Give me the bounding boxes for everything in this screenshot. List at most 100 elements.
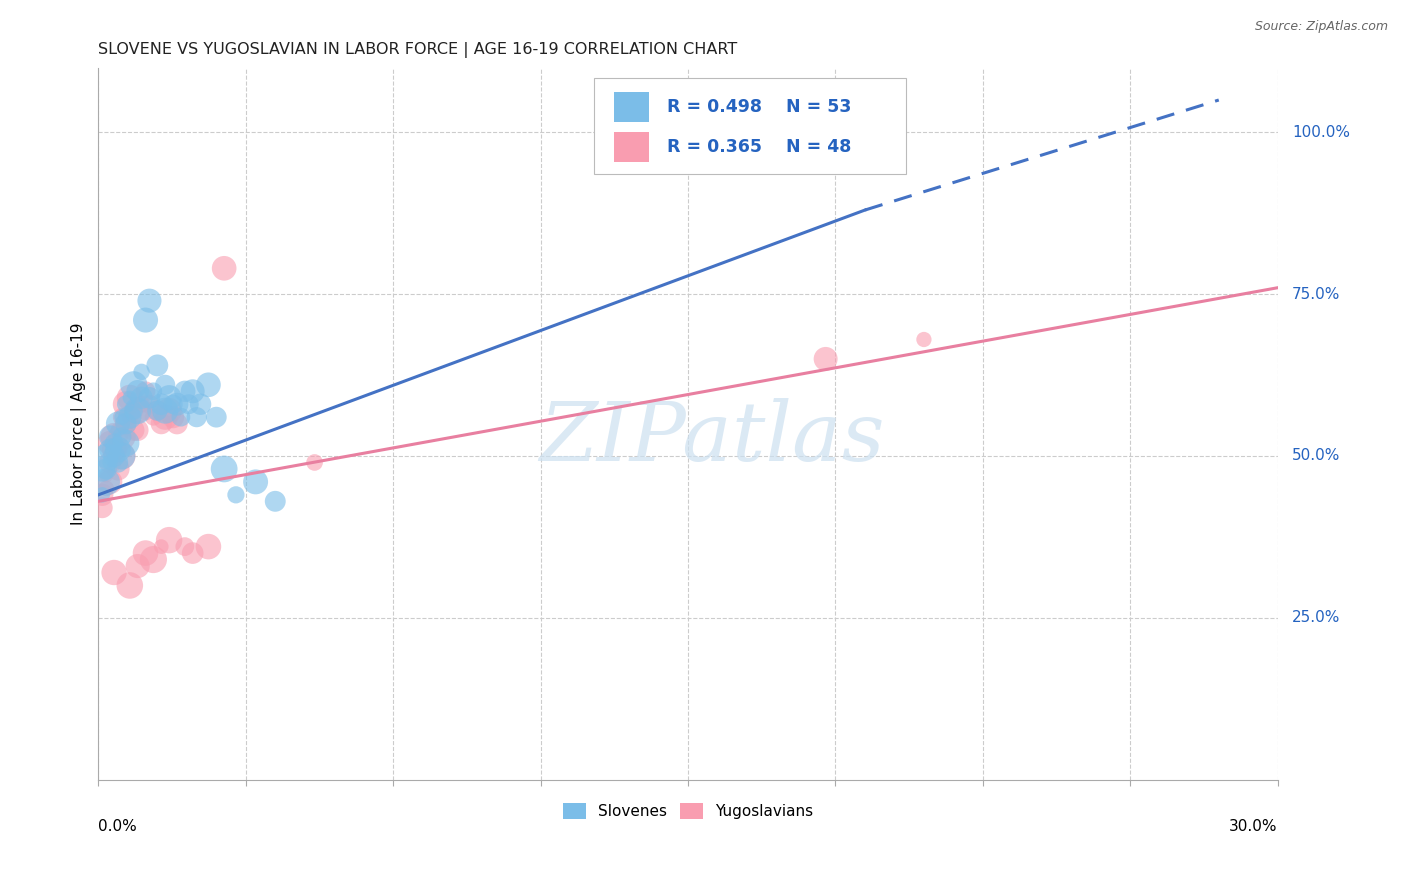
Point [118,578,141,592]
Point [138,391,160,405]
Point [107,423,129,437]
Point [150,540,173,554]
Point [98,455,121,469]
Point [103,442,125,457]
Point [122,403,145,417]
Point [131,397,153,411]
Point [103,436,125,450]
Point [212,462,235,476]
Point [115,417,138,431]
Point [131,391,153,405]
Point [103,429,125,443]
Point [150,417,173,431]
Point [142,410,165,425]
Point [131,365,153,379]
Point [669,125,692,139]
Text: 30.0%: 30.0% [1229,819,1278,834]
Point [96,449,118,463]
Text: ZIPatlas: ZIPatlas [538,398,884,478]
Point [177,397,200,411]
Point [225,488,247,502]
Point [138,293,160,308]
Point [127,559,149,574]
Point [162,410,184,425]
Point [245,475,267,489]
Point [166,397,188,411]
Point [96,468,118,483]
Point [166,417,188,431]
Point [96,475,118,489]
Point [153,403,176,417]
Point [115,397,138,411]
Legend: Slovenes, Yugoslavians: Slovenes, Yugoslavians [557,797,818,825]
FancyBboxPatch shape [593,78,907,175]
Point [197,377,219,392]
Point [157,533,180,548]
Point [118,391,141,405]
Point [111,410,134,425]
Text: Source: ZipAtlas.com: Source: ZipAtlas.com [1254,20,1388,33]
Point [115,397,138,411]
Point [173,384,195,399]
Point [127,423,149,437]
Point [157,403,180,417]
Point [135,384,157,399]
Point [91,462,114,476]
Point [122,423,145,437]
Point [173,540,195,554]
Point [98,429,121,443]
Text: R = 0.365    N = 48: R = 0.365 N = 48 [666,138,851,156]
FancyBboxPatch shape [614,92,650,122]
Point [135,313,157,327]
Point [212,261,235,276]
Point [146,359,169,373]
Text: SLOVENE VS YUGOSLAVIAN IN LABOR FORCE | AGE 16-19 CORRELATION CHART: SLOVENE VS YUGOSLAVIAN IN LABOR FORCE | … [98,42,738,58]
Point [91,488,114,502]
Point [98,442,121,457]
Text: 25.0%: 25.0% [1292,610,1340,625]
Point [264,494,287,508]
Point [118,391,141,405]
Point [118,410,141,425]
Point [103,566,125,580]
Point [98,455,121,469]
Point [205,410,228,425]
Point [153,410,176,425]
Point [91,488,114,502]
Point [98,436,121,450]
Text: 0.0%: 0.0% [98,819,138,834]
Point [142,552,165,566]
Point [153,377,176,392]
Point [146,403,169,417]
Point [127,384,149,399]
Text: R = 0.498    N = 53: R = 0.498 N = 53 [666,98,851,116]
Point [96,481,118,495]
Point [111,429,134,443]
Point [91,500,114,515]
Point [146,403,169,417]
Point [157,391,180,405]
Point [107,442,129,457]
Text: 75.0%: 75.0% [1292,286,1340,301]
Point [190,397,212,411]
Point [170,410,193,425]
Point [111,449,134,463]
Point [115,417,138,431]
Point [127,403,149,417]
Point [135,403,157,417]
Point [912,333,935,347]
Point [142,384,165,399]
Point [181,546,204,560]
Point [814,351,837,366]
FancyBboxPatch shape [614,132,650,162]
Point [197,540,219,554]
Point [98,475,121,489]
Point [111,429,134,443]
Point [103,449,125,463]
Point [181,384,204,399]
Text: 100.0%: 100.0% [1292,125,1350,140]
Point [122,403,145,417]
Point [107,455,129,469]
Point [135,546,157,560]
Point [107,417,129,431]
